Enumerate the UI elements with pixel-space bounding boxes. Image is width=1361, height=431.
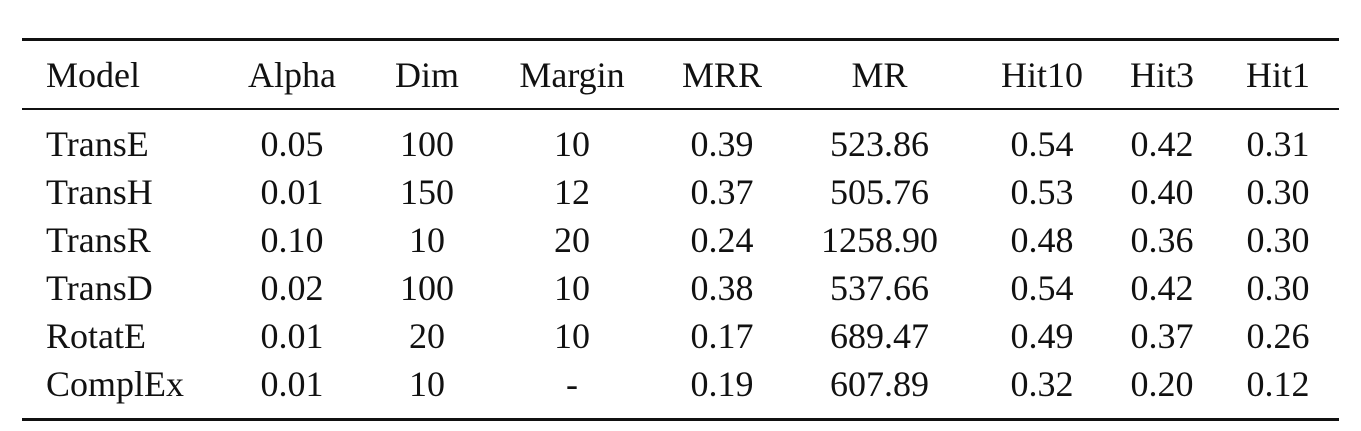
cell-alpha: 0.05 [260, 124, 324, 164]
cell-model: TransR [46, 220, 151, 260]
cell-hit3: 0.42 [1130, 268, 1194, 308]
cell-alpha: 0.01 [260, 364, 324, 404]
cell-mrr: 0.19 [690, 364, 754, 404]
cell-margin: - [566, 364, 578, 404]
cell-hit10: 0.53 [1010, 172, 1074, 212]
cell-alpha: 0.02 [260, 268, 324, 308]
cell-hit1: 0.26 [1246, 316, 1310, 356]
cell-hit3: 0.40 [1130, 172, 1194, 212]
cell-mr: 689.47 [830, 316, 929, 356]
cell-mr: 537.66 [830, 268, 929, 308]
header-hit1: Hit1 [1245, 54, 1310, 95]
cell-hit10: 0.54 [1010, 268, 1074, 308]
cell-mr: 607.89 [830, 364, 929, 404]
cell-margin: 10 [554, 124, 590, 164]
cell-mrr: 0.37 [690, 172, 754, 212]
cell-dim: 100 [400, 268, 454, 308]
cell-mr: 523.86 [830, 124, 929, 164]
cell-hit10: 0.48 [1010, 220, 1074, 260]
header-alpha: Alpha [248, 54, 336, 95]
table-row: TransD 0.02 100 10 0.38 537.66 0.54 0.42 0.30 [22, 264, 1339, 312]
cell-model: TransH [46, 172, 153, 212]
cell-hit10: 0.32 [1010, 364, 1074, 404]
cell-hit10: 0.54 [1010, 124, 1074, 164]
cell-model: TransE [46, 124, 149, 164]
cell-mrr: 0.17 [690, 316, 754, 356]
cell-margin: 10 [554, 268, 590, 308]
header-hit3: Hit3 [1129, 54, 1194, 95]
cell-hit1: 0.12 [1246, 364, 1310, 404]
cell-dim: 10 [409, 364, 445, 404]
header-mrr: MRR [681, 54, 763, 95]
cell-hit1: 0.30 [1246, 220, 1310, 260]
cell-hit1: 0.30 [1246, 268, 1310, 308]
table-row: ComplEx 0.01 10 - 0.19 607.89 0.32 0.20 0.12 [22, 360, 1339, 420]
cell-alpha: 0.01 [260, 172, 324, 212]
table-row: RotatE 0.01 20 10 0.17 689.47 0.49 0.37 0.26 [22, 312, 1339, 360]
cell-margin: 20 [554, 220, 590, 260]
header-row: Model Alpha Dim Margin MRR MR Hit10 Hit3… [22, 39, 1339, 109]
header-dim: Dim [394, 54, 459, 95]
cell-mr: 1258.90 [821, 220, 938, 260]
table-header: Model Alpha Dim Margin MRR MR Hit10 Hit3… [22, 39, 1339, 109]
cell-model: RotatE [46, 316, 146, 356]
cell-margin: 10 [554, 316, 590, 356]
table-row: TransH 0.01 150 12 0.37 505.76 0.53 0.40 0.30 [22, 168, 1339, 216]
cell-hit1: 0.31 [1246, 124, 1310, 164]
cell-dim: 150 [400, 172, 454, 212]
cell-alpha: 0.01 [260, 316, 324, 356]
cell-hit3: 0.37 [1130, 316, 1194, 356]
cell-mrr: 0.39 [690, 124, 754, 164]
cell-dim: 10 [409, 220, 445, 260]
cell-hit1: 0.30 [1246, 172, 1310, 212]
cell-dim: 20 [409, 316, 445, 356]
cell-hit10: 0.49 [1010, 316, 1074, 356]
header-model: Model [46, 54, 140, 95]
results-table: Model Alpha Dim Margin MRR MR Hit10 Hit3… [22, 38, 1339, 421]
cell-hit3: 0.42 [1130, 124, 1194, 164]
table-body: TransE 0.05 100 10 0.39 523.86 0.54 0.42 0.31 Tra… [22, 109, 1339, 420]
header-hit10: Hit10 [1000, 54, 1083, 95]
cell-alpha: 0.10 [260, 220, 324, 260]
cell-dim: 100 [400, 124, 454, 164]
cell-mr: 505.76 [830, 172, 929, 212]
cell-mrr: 0.24 [690, 220, 754, 260]
header-margin: Margin [519, 54, 625, 95]
cell-hit3: 0.20 [1130, 364, 1194, 404]
cell-mrr: 0.38 [690, 268, 754, 308]
table-row: TransR 0.10 10 20 0.24 1258.90 0.48 0.36 0.30 [22, 216, 1339, 264]
cell-model: TransD [46, 268, 153, 308]
table-row: TransE 0.05 100 10 0.39 523.86 0.54 0.42 0.31 [22, 109, 1339, 168]
header-mr: MR [851, 54, 908, 95]
cell-hit3: 0.36 [1130, 220, 1194, 260]
cell-margin: 12 [554, 172, 590, 212]
cell-model: ComplEx [46, 364, 185, 404]
